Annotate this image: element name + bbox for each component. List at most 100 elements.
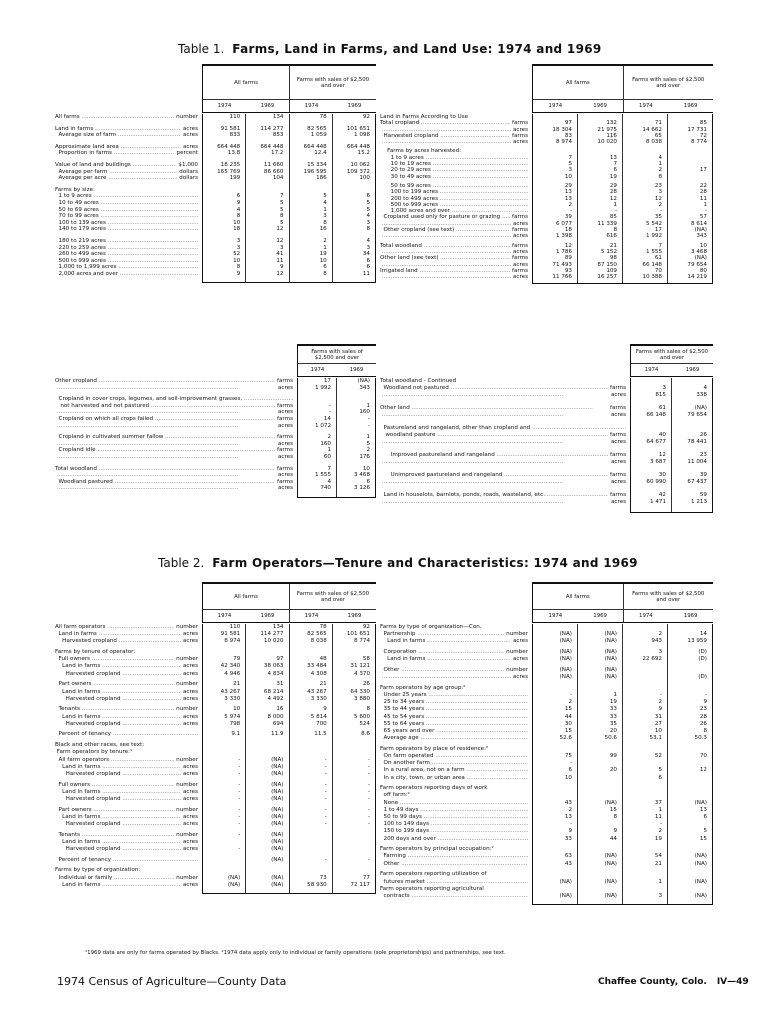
row-unit: farms [512,267,528,274]
row-label: 500 to 999 acres [380,202,528,208]
value-group: --- [203,742,245,778]
table-cell: - [238,821,241,827]
table-cell: 50.3 [694,735,707,742]
table-cell: (NA) [694,227,707,234]
value-column: 14 13 959 (D) (D) (D) -9 23 28 26 8 50.3 70 12 (NA) 13… [668,624,713,904]
row-group: Othernumberacres [380,667,528,681]
row-heading: Farm operators by principal occupation:² [380,846,528,853]
table-cell: 11 [654,814,662,820]
table-cell: 6 [658,774,662,781]
row-group: Cropland in cover crops, legumes, and so… [55,396,293,429]
table1-title-text: Farms, Land in Farms, and Land Use: 1974… [232,42,602,56]
table-cell: - [704,208,707,215]
table-cell [578,624,622,631]
table-cell [668,785,712,792]
table-row: acres [380,262,528,268]
table-cell: 2 [658,167,662,174]
value-group: (NA) (NA) (NA) [246,807,288,829]
row-unit: farms [610,432,626,438]
value-group: (NA) (NA) (NA) [246,742,288,778]
value-group: (NA) (NA) (NA) [246,782,288,804]
table-cell [533,846,577,853]
value-group [203,857,245,864]
table-row: Cropland in cover crops, legumes, and so… [55,396,293,403]
value-group: (NA) (NA) [578,871,622,900]
row-label: 220 to 259 acres [55,245,198,252]
row-label: Percent of tenancy [55,857,198,864]
table-row: Percent of tenancy [55,731,198,738]
table-cell: 52.6 [559,735,572,742]
table-cell: 19 [654,835,662,842]
year-row: 1974 1969 [533,100,623,112]
table-cell: 64 330 [350,688,370,695]
row-heading: Farms by acres harvested: [380,148,528,154]
row-label: Farm operators reporting days of work [380,785,488,792]
table-cell: 160 [320,440,331,447]
table-cell [533,792,577,799]
column-group: Farms with sales of $2,500 and over 1974 1… [623,66,713,112]
table-row: Individual or familynumber [55,875,198,882]
row-label: Other cropland [55,378,275,385]
row-label: On farm operated [380,753,528,760]
row-unit: number [506,649,528,656]
value-group: 13 7 6 19 [578,148,622,180]
value-group: 21 43 267 3 330 [290,681,332,703]
value-group: 664 448 15.2 [333,144,375,157]
table-row: Harvested croplandacres [55,721,198,728]
column-group-title: Farms with sales of $2,500 and over [623,584,713,610]
row-unit: number [176,756,198,763]
table-cell [203,857,245,864]
value-group: (NA) 79 654 [672,405,712,419]
table-row: 50 to 99 days [380,814,528,821]
value-group: 63 43 [533,846,577,868]
value-column: (NA) 343 1 160- -1 5 2 176 10 3 468 6 3 126 [337,378,376,497]
table-cell: - [328,402,331,409]
row-unit: acres [610,392,626,398]
table-cell: 833 [229,132,241,139]
table-cell: - [238,756,241,763]
table-cell: 8 [236,264,241,271]
value-group: 4 338 [672,378,712,399]
row-label: Total woodland [380,243,510,249]
table-cell: (D) [698,674,707,681]
table-row: 500 to 999 acres [55,258,198,265]
table-cell: 14 [323,415,331,422]
table-cell: 196 595 [303,168,327,175]
table-row: 1 to 49 days [380,807,528,814]
table-cell: 72 [699,132,707,139]
value-group: 99 20 [578,746,622,782]
table-row: All farmsnumber [55,114,198,121]
table-cell: 9 [236,270,241,277]
table-cell [290,742,332,749]
row-group: Cropland in cultivated summer fallowfarm… [55,434,293,460]
table-cell: 165 769 [217,168,241,175]
table-cell: 29 [564,182,572,189]
row-label: Land in farms [380,656,511,663]
table-cell [668,685,712,692]
table-cell: 7 [327,465,331,472]
row-label: Other [380,667,504,674]
row-unit: farms [277,434,293,441]
value-group: 2 1 19 10 6 8 [290,238,332,278]
table-cell: - [324,806,327,813]
column-group-title: Farms with sales of $2,500 and over [631,346,713,364]
row-label: All farm operators [55,624,174,631]
table-cell: 17 731 [687,126,707,133]
table-row: 260 to 499 acres [55,251,198,258]
table-row: 500 to 999 acres [380,202,528,208]
row-label: 35 to 44 years [380,706,528,713]
table-cell [631,425,671,432]
table-row: Proportion in farmspercent [55,150,198,157]
row-label: Under 25 years [380,692,528,699]
row-unit: number [176,831,198,838]
value-group: 110 91 581 8 974 [203,624,245,646]
table-cell: 79 654 [687,261,707,268]
table-cell: 92 [362,114,370,120]
table-row: contracts [380,893,528,900]
table-cell: 16 [276,706,284,713]
row-label: Cropland in cultivated summer fallow [55,434,275,441]
row-unit: number [176,781,198,788]
table-cell: 39 [564,214,572,221]
table-cell: 116 [606,132,617,139]
